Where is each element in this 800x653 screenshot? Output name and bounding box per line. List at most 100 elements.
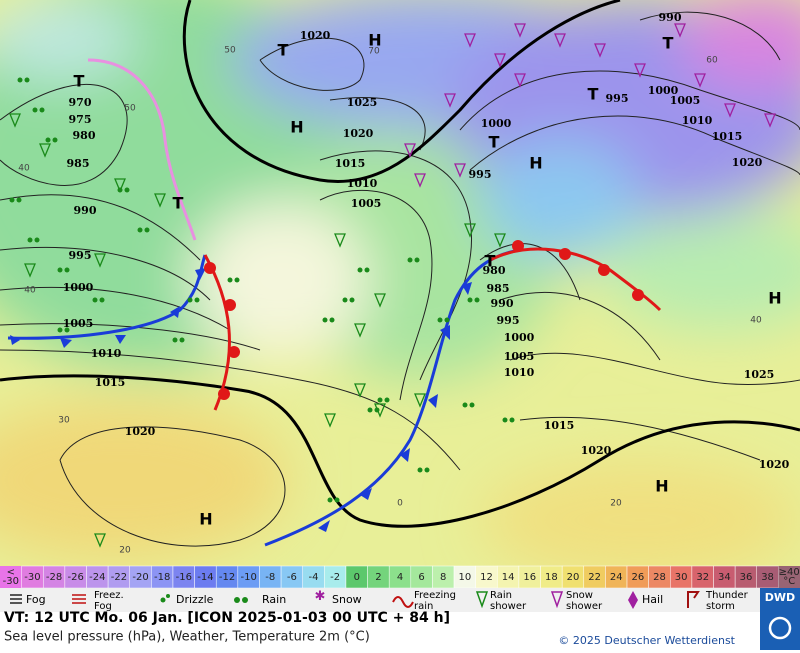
- isobar-label: 1010: [347, 177, 378, 190]
- pressure-system: H: [199, 510, 212, 529]
- rain-shower: [39, 143, 51, 158]
- legend-step: -30: [24, 572, 40, 583]
- rain-dot: [322, 317, 328, 323]
- rain-dot: [27, 237, 33, 243]
- snow-shower: [514, 23, 526, 38]
- isobar-label: 1015: [544, 419, 575, 432]
- legend-step: 26: [631, 572, 644, 583]
- legend-step: -8: [265, 572, 275, 583]
- snow-shower: [554, 33, 566, 48]
- isobar-label: 985: [487, 282, 510, 295]
- legend-step: -22: [111, 572, 127, 583]
- rain-dot: [52, 137, 58, 143]
- isobar-label: 975: [69, 113, 92, 126]
- legend-step: -2: [330, 572, 340, 583]
- footer: VT: 12 UTC Mo. 06 Jan. [ICON 2025-01-03 …: [4, 591, 795, 647]
- temperature-label: 20: [119, 546, 131, 556]
- weather-label: Snow: [332, 593, 362, 606]
- rain-dot: [329, 317, 335, 323]
- valid-time: VT: 12 UTC Mo. 06 Jan. [ICON 2025-01-03 …: [4, 610, 450, 626]
- rain-dot: [172, 337, 178, 343]
- temperature-label: 40: [24, 286, 36, 296]
- legend-step: -26: [68, 572, 84, 583]
- rain-dot: [24, 77, 30, 83]
- legend-step: -6: [287, 572, 297, 583]
- snow-shower: [404, 143, 416, 158]
- rain-shower: [464, 223, 476, 238]
- isobar-label: 995: [69, 249, 92, 262]
- legend-step: 6: [418, 572, 424, 583]
- isobar-label: 1020: [581, 444, 612, 457]
- rain-dot: [357, 267, 363, 273]
- legend-step: -10: [240, 572, 256, 583]
- snow-shower: [514, 73, 526, 88]
- isobar-label: 1020: [343, 127, 374, 140]
- isobar-label: 1025: [347, 96, 378, 109]
- map-labels: 1020970975980985990995100010051010101510…: [18, 11, 789, 556]
- temperature-legend: <-30 -30 -28 -26 -24 -22 -20 -18 -16 -14 -12 -10 -8-…: [0, 565, 800, 589]
- rain-dot: [462, 402, 468, 408]
- rain-dot: [187, 297, 193, 303]
- temperature-label: 30: [58, 416, 70, 426]
- rain-dot: [377, 397, 383, 403]
- snow-shower: [694, 73, 706, 88]
- isobar-label: 1005: [351, 197, 382, 210]
- isobar-label: 1020: [732, 156, 763, 169]
- legend-step: -4: [309, 572, 319, 583]
- weather-label: Thunder storm: [705, 590, 749, 612]
- rain-dot: [234, 277, 240, 283]
- isobar-label: 1020: [300, 29, 331, 42]
- pressure-system: H: [768, 289, 781, 308]
- rain-dot: [144, 227, 150, 233]
- temperature-label: 50: [224, 46, 236, 56]
- isobar-label: 1000: [504, 331, 535, 344]
- temperature-label: 60: [706, 56, 718, 66]
- rain-dot: [349, 297, 355, 303]
- snow-icon: ✱: [315, 589, 326, 604]
- weather-label: Drizzle: [176, 593, 214, 606]
- temperature-label: 40: [750, 316, 762, 326]
- temperature-label: 70: [368, 47, 380, 57]
- rain-shower: [334, 233, 346, 248]
- legend-step: 4: [397, 572, 403, 583]
- legend-cell: [0, 566, 22, 588]
- isobar-label: 990: [659, 11, 682, 24]
- legend-step: 24: [610, 572, 623, 583]
- rain-dot: [137, 227, 143, 233]
- legend-step: 14: [502, 572, 515, 583]
- legend-step: 22: [588, 572, 601, 583]
- rain-shower: [374, 293, 386, 308]
- isobar-label: 1005: [504, 350, 535, 363]
- rain-shower: [354, 383, 366, 398]
- legend-step: 2: [375, 572, 381, 583]
- legend-step: -20: [132, 572, 148, 583]
- legend-low-value: -30: [3, 576, 19, 587]
- isobar-label: 1025: [744, 368, 775, 381]
- rain-dot: [414, 257, 420, 263]
- rain-dot: [179, 337, 185, 343]
- temperature-label: 0: [397, 499, 403, 509]
- rain-shower: [324, 413, 336, 428]
- legend-step: 12: [480, 572, 493, 583]
- isobar-label: 1000: [63, 281, 94, 294]
- rain-dot: [437, 317, 443, 323]
- rain-dot: [227, 277, 233, 283]
- temperature-label: 40: [18, 164, 30, 174]
- rain-shower: [414, 393, 426, 408]
- rain-dot: [342, 297, 348, 303]
- legend-step: -24: [89, 572, 105, 583]
- pressure-system: T: [173, 194, 184, 213]
- weather-symbols: [9, 23, 776, 548]
- rain-dot: [124, 187, 130, 193]
- weather-label: Rain shower: [490, 590, 527, 612]
- rain-dot: [407, 257, 413, 263]
- rain-dot: [99, 297, 105, 303]
- pressure-system: T: [74, 72, 85, 91]
- snow-shower: [414, 173, 426, 188]
- description: Sea level pressure (hPa), Weather, Tempe…: [4, 630, 370, 645]
- snow-shower: [454, 163, 466, 178]
- snow-shower: [444, 93, 456, 108]
- rain-dot: [502, 417, 508, 423]
- logo: [760, 588, 800, 650]
- rain-dot: [92, 297, 98, 303]
